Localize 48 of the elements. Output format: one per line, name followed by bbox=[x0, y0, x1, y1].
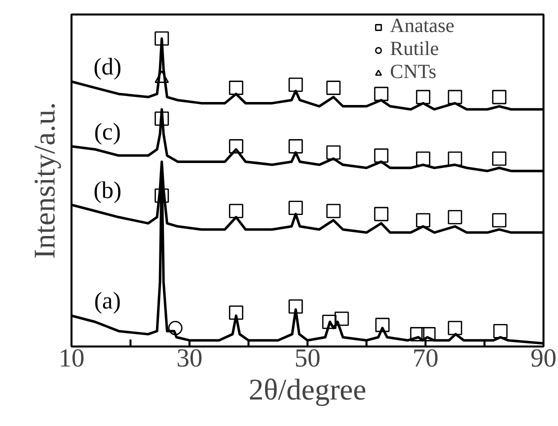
point bbox=[288, 139, 303, 154]
y-axis-title: Intensity/a.u. bbox=[28, 102, 62, 259]
x-tick-label: 10 bbox=[58, 344, 84, 372]
point bbox=[416, 90, 430, 104]
point bbox=[374, 206, 388, 222]
point bbox=[492, 90, 506, 104]
point bbox=[326, 204, 341, 218]
point bbox=[448, 90, 462, 104]
legend-label: CNTs bbox=[390, 61, 436, 84]
point bbox=[448, 151, 462, 166]
series-label: (a) bbox=[94, 288, 121, 315]
series-label: (c) bbox=[94, 119, 121, 146]
x-tick-label: 90 bbox=[530, 344, 556, 372]
point bbox=[154, 31, 169, 46]
point bbox=[416, 151, 430, 166]
point bbox=[322, 314, 336, 330]
point bbox=[168, 320, 182, 336]
point bbox=[228, 305, 244, 320]
point bbox=[410, 327, 424, 342]
x-tick-label: 50 bbox=[294, 344, 320, 372]
point bbox=[154, 188, 169, 203]
point bbox=[288, 299, 303, 314]
x-axis-title: 2θ/degree bbox=[248, 374, 366, 406]
point bbox=[288, 78, 303, 92]
point bbox=[492, 213, 506, 228]
point bbox=[374, 86, 388, 102]
series-label: (b) bbox=[94, 178, 122, 204]
legend-label: Anatase bbox=[390, 15, 454, 38]
point bbox=[334, 312, 349, 326]
series-label: (d) bbox=[94, 54, 122, 81]
point bbox=[228, 204, 244, 218]
point bbox=[288, 200, 303, 216]
point bbox=[421, 327, 436, 342]
legend-label: Rutile bbox=[390, 38, 439, 61]
point bbox=[228, 139, 244, 154]
point bbox=[326, 145, 341, 160]
point bbox=[326, 80, 341, 95]
point bbox=[374, 148, 388, 163]
point bbox=[448, 320, 462, 336]
point bbox=[492, 151, 506, 166]
x-tick-label: 30 bbox=[176, 344, 202, 372]
point bbox=[493, 324, 508, 338]
point bbox=[375, 318, 390, 332]
point bbox=[154, 111, 169, 126]
x-tick-label: 70 bbox=[412, 344, 438, 372]
point bbox=[416, 213, 430, 228]
point bbox=[448, 210, 462, 224]
point bbox=[228, 80, 244, 95]
